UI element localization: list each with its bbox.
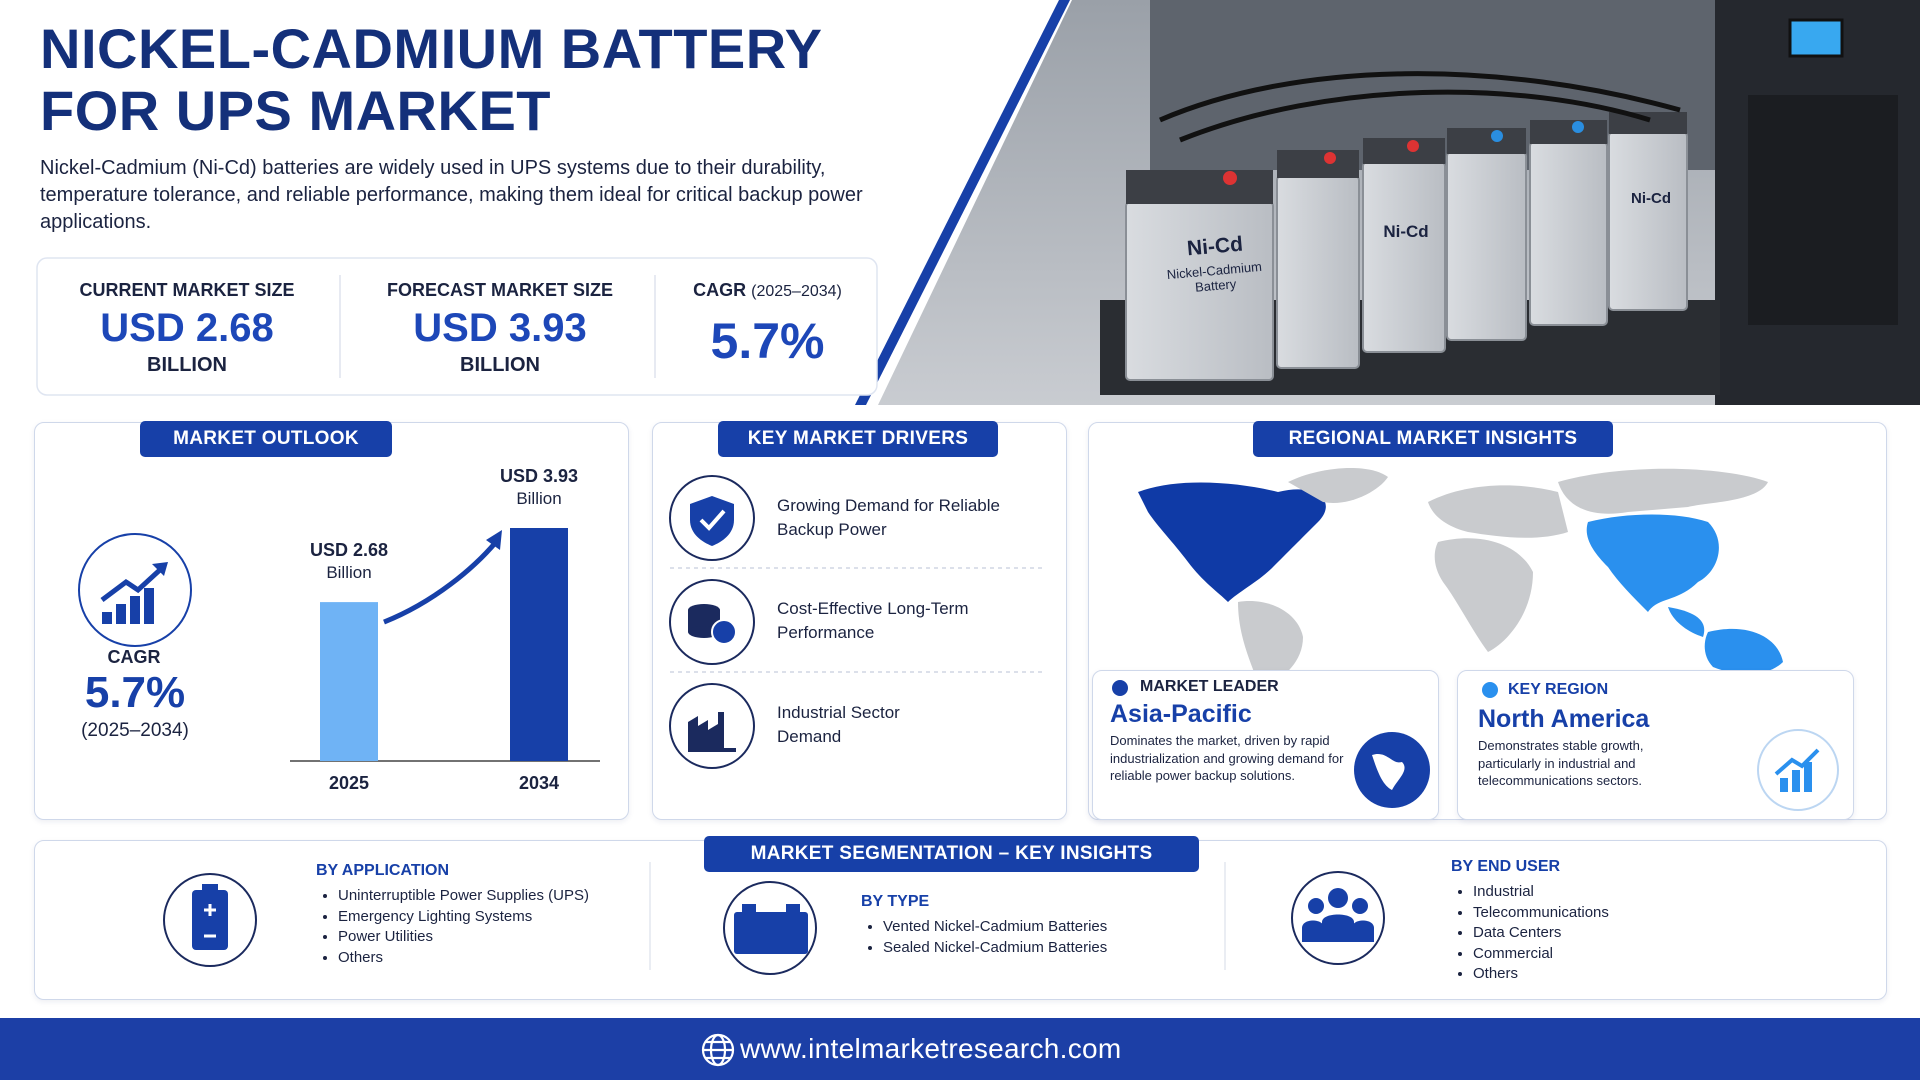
- stat-period: (2025–2034): [751, 283, 842, 300]
- cagr-value: 5.7%: [84, 668, 186, 717]
- bar-unit: Billion: [326, 563, 371, 582]
- group-list: Vented Nickel-Cadmium BatteriesSealed Ni…: [861, 917, 1107, 958]
- section-title: KEY MARKET DRIVERS: [718, 421, 998, 457]
- bar-label: USD 3.93: [500, 466, 578, 486]
- card-region: Asia-Pacific: [1110, 700, 1252, 728]
- stat-unit: BILLION: [147, 354, 227, 376]
- card-text: Dominates the market, driven by rapid in…: [1110, 733, 1344, 783]
- group-item: Emergency Lighting Systems: [338, 907, 589, 928]
- group-item: Vented Nickel-Cadmium Batteries: [883, 917, 1107, 938]
- stat-value: USD 2.68: [100, 306, 274, 350]
- card-tag: KEY REGION: [1508, 681, 1609, 698]
- group-list: Uninterruptible Power Supplies (UPS)Emer…: [316, 886, 589, 968]
- title-line: NICKEL-CADMIUM BATTERY: [40, 17, 823, 80]
- stats-box: [36, 257, 878, 396]
- stat-label: CAGR: [693, 280, 747, 300]
- stat-value: USD 3.93: [413, 306, 587, 350]
- battery-photo: [878, 0, 1920, 405]
- card-region: North America: [1478, 705, 1650, 733]
- bar-label: USD 2.68: [310, 540, 388, 560]
- group-item: Commercial: [1473, 944, 1609, 965]
- bar-category: 2025: [329, 773, 369, 793]
- group-title: BY TYPE: [861, 893, 930, 910]
- segment-group: BY APPLICATION Uninterruptible Power Supp…: [316, 862, 589, 968]
- footer-url[interactable]: www.intelmarketresearch.com: [740, 1033, 1122, 1064]
- card-tag: MARKET LEADER: [1140, 678, 1279, 695]
- bar: [320, 602, 378, 761]
- segment-icons: [163, 862, 1385, 975]
- group-item: Telecommunications: [1473, 903, 1609, 924]
- segment-group: BY TYPE Vented Nickel-Cadmium BatteriesSe…: [861, 893, 1107, 958]
- world-map: [1138, 467, 1783, 682]
- section-title: MARKET OUTLOOK: [140, 421, 392, 457]
- footer: [0, 1018, 1920, 1080]
- cagr-period: (2025–2034): [81, 720, 189, 741]
- battery-label: Ni-Cd: [1383, 222, 1429, 241]
- driver-text: Growing Demand for Reliable Backup Power: [777, 496, 1000, 539]
- stat-label: FORECAST MARKET SIZE: [386, 280, 613, 300]
- group-item: Others: [338, 948, 589, 969]
- stat-label: CAGR (2025–2034): [660, 280, 875, 301]
- globe-icon: [701, 1033, 735, 1067]
- stat-value: 5.7%: [710, 313, 825, 369]
- group-title: BY END USER: [1451, 858, 1561, 875]
- region-icons: [1112, 680, 1839, 811]
- bar-category: 2034: [519, 773, 559, 793]
- segment-group: BY END USER IndustrialTelecommunicationsD…: [1451, 858, 1609, 985]
- group-item: Power Utilities: [338, 927, 589, 948]
- section-title: MARKET SEGMENTATION – KEY INSIGHTS: [704, 836, 1199, 872]
- driver-text: Industrial Sector Demand: [777, 703, 900, 746]
- stat-label: CURRENT MARKET SIZE: [79, 280, 295, 300]
- cagr-label: CAGR: [107, 647, 161, 667]
- card-text: Demonstrates stable growth, particularly…: [1478, 738, 1644, 788]
- bar-unit: Billion: [516, 489, 561, 508]
- driver-icons: [669, 475, 1044, 769]
- group-item: Uninterruptible Power Supplies (UPS): [338, 886, 589, 907]
- group-title: BY APPLICATION: [316, 862, 450, 879]
- group-item: Industrial: [1473, 882, 1609, 903]
- driver-text: Cost-Effective Long-Term Performance: [777, 599, 969, 642]
- stat-unit: BILLION: [460, 354, 540, 376]
- group-item: Sealed Nickel-Cadmium Batteries: [883, 938, 1107, 959]
- group-list: IndustrialTelecommunicationsData Centers…: [1451, 882, 1609, 985]
- bar: [510, 528, 568, 761]
- outlook-chart: USD 2.68 Billion 2025 USD 3.93 Billion 2034: [78, 466, 600, 793]
- diagonal-stripe: [855, 0, 1070, 405]
- group-item: Data Centers: [1473, 923, 1609, 944]
- growth-arrow: [383, 540, 498, 625]
- group-item: Others: [1473, 964, 1609, 985]
- description: Nickel-Cadmium (Ni-Cd) batteries are wid…: [40, 157, 863, 233]
- battery-label: Ni-Cd: [1631, 190, 1671, 207]
- arrow-head: [486, 530, 502, 550]
- title-line: FOR UPS MARKET: [40, 79, 551, 142]
- section-title: REGIONAL MARKET INSIGHTS: [1253, 421, 1613, 457]
- title: NICKEL-CADMIUM BATTERY FOR UPS MARKET: [40, 18, 822, 142]
